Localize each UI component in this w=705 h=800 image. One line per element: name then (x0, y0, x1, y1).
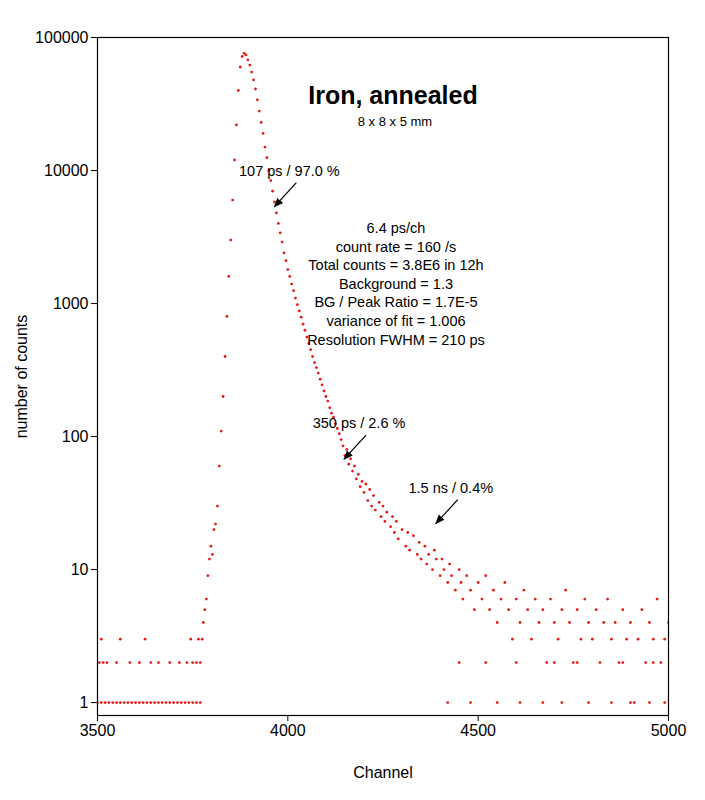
svg-text:4000: 4000 (270, 722, 306, 739)
svg-text:number of counts: number of counts (13, 315, 30, 439)
svg-text:Total counts = 3.8E6 in 12h: Total counts = 3.8E6 in 12h (308, 257, 483, 273)
svg-text:1000: 1000 (53, 295, 89, 312)
svg-text:4500: 4500 (460, 722, 496, 739)
svg-text:BG / Peak Ratio = 1.7E-5: BG / Peak Ratio = 1.7E-5 (314, 294, 477, 310)
svg-text:Resolution FWHM = 210 ps: Resolution FWHM = 210 ps (307, 332, 485, 348)
svg-text:3500: 3500 (80, 722, 116, 739)
svg-text:count rate = 160 /s: count rate = 160 /s (336, 239, 457, 255)
svg-text:Iron, annealed: Iron, annealed (308, 81, 477, 109)
svg-text:variance of fit = 1.006: variance of fit = 1.006 (326, 313, 465, 329)
svg-text:10000: 10000 (44, 162, 89, 179)
svg-text:Background = 1.3: Background = 1.3 (339, 276, 453, 292)
svg-text:Channel: Channel (353, 764, 413, 781)
svg-text:100: 100 (62, 428, 89, 445)
svg-text:100000: 100000 (35, 29, 88, 46)
svg-text:1.5 ns / 0.4%: 1.5 ns / 0.4% (408, 480, 493, 496)
svg-text:8 x 8 x 5 mm: 8 x 8 x 5 mm (358, 114, 432, 129)
svg-text:107 ps / 97.0 %: 107 ps / 97.0 % (239, 163, 340, 179)
svg-text:5000: 5000 (651, 722, 687, 739)
svg-text:6.4 ps/ch: 6.4 ps/ch (367, 220, 426, 236)
svg-text:10: 10 (71, 561, 89, 578)
svg-text:350 ps / 2.6 %: 350 ps / 2.6 % (313, 415, 406, 431)
svg-text:1: 1 (80, 694, 89, 711)
